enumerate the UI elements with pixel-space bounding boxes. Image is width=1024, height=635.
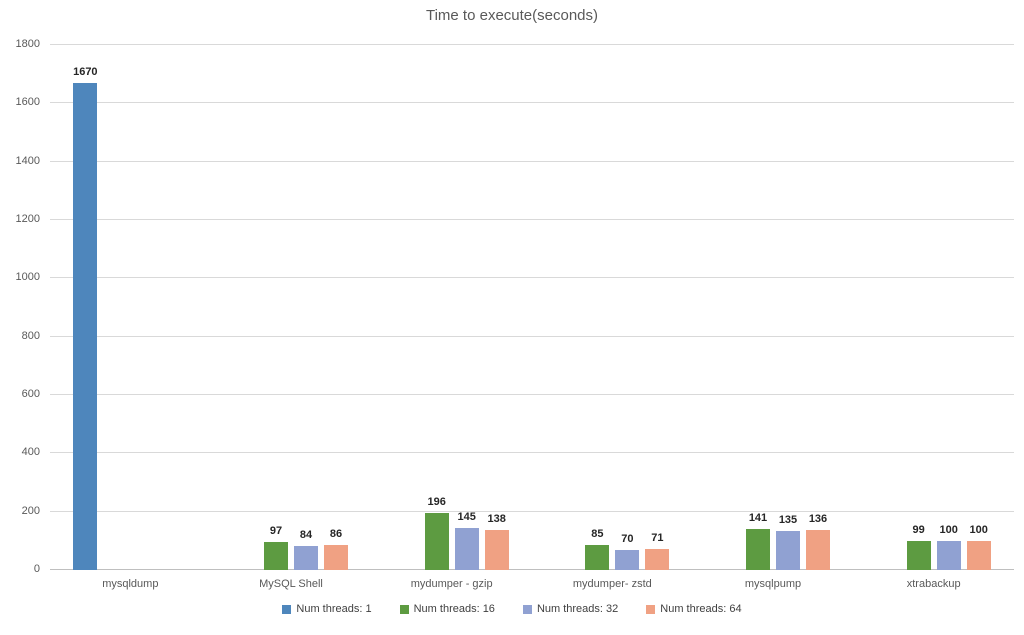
data-label: 97 bbox=[269, 524, 283, 537]
bar bbox=[294, 545, 318, 570]
y-tick-label: 1000 bbox=[15, 271, 40, 284]
data-label: 84 bbox=[299, 528, 313, 541]
bar bbox=[776, 530, 800, 570]
bar bbox=[806, 530, 830, 570]
x-axis-label: MySQL Shell bbox=[259, 578, 323, 590]
data-label: 138 bbox=[487, 512, 506, 525]
data-label: 100 bbox=[969, 523, 988, 536]
data-label: 100 bbox=[939, 523, 958, 536]
gridline bbox=[50, 452, 1014, 454]
bar bbox=[264, 541, 288, 570]
y-tick-label: 600 bbox=[21, 388, 40, 400]
gridline bbox=[50, 219, 1014, 220]
gridline bbox=[50, 394, 1014, 395]
legend-item: Num threads: 16 bbox=[399, 603, 495, 615]
y-tick-label: 200 bbox=[21, 504, 40, 517]
legend-label: Num threads: 16 bbox=[413, 603, 495, 615]
bar bbox=[615, 549, 640, 570]
bar bbox=[645, 549, 670, 570]
legend-label: Num threads: 1 bbox=[296, 603, 372, 615]
bar bbox=[424, 512, 449, 570]
legend-swatch-icon bbox=[282, 604, 292, 614]
x-axis-label: mysqlpump bbox=[744, 578, 802, 590]
gridline bbox=[50, 277, 1014, 279]
bar bbox=[454, 527, 479, 570]
bar bbox=[73, 82, 98, 570]
data-label: 70 bbox=[621, 532, 634, 545]
gridline bbox=[50, 160, 1014, 162]
bar bbox=[936, 540, 961, 570]
x-axis-label: xtrabackup bbox=[906, 578, 961, 590]
chart-title: Time to execute(seconds) bbox=[425, 7, 599, 24]
gridline bbox=[50, 569, 1014, 570]
legend-item: Num threads: 64 bbox=[646, 603, 742, 615]
bar bbox=[906, 541, 931, 570]
y-tick-label: 0 bbox=[33, 563, 40, 575]
y-tick-label: 1200 bbox=[15, 213, 40, 225]
x-axis-label: mydumper - gzip bbox=[410, 578, 493, 590]
legend-swatch-icon bbox=[646, 604, 656, 614]
legend-swatch-icon bbox=[522, 604, 532, 614]
data-label: 86 bbox=[329, 527, 343, 540]
data-label: 135 bbox=[778, 513, 798, 526]
data-label: 85 bbox=[591, 528, 604, 541]
x-axis-label: mysqldump bbox=[102, 578, 159, 590]
legend-item: Num threads: 1 bbox=[282, 603, 372, 615]
bar bbox=[746, 528, 770, 570]
data-label: 99 bbox=[912, 524, 925, 537]
gridline bbox=[50, 510, 1014, 512]
x-axis: mysqldump MySQL Shell mydumper - gzip mydum… bbox=[50, 578, 1014, 594]
y-tick-label: 1600 bbox=[15, 96, 40, 109]
y-tick-label: 400 bbox=[21, 446, 40, 459]
legend-label: Num threads: 64 bbox=[660, 603, 742, 615]
legend-label: Num threads: 32 bbox=[536, 603, 619, 615]
y-tick-label: 1400 bbox=[15, 154, 40, 167]
bar bbox=[324, 544, 348, 570]
gridline bbox=[50, 102, 1014, 104]
gridline bbox=[50, 44, 1014, 45]
gridline bbox=[50, 335, 1014, 337]
data-label: 136 bbox=[808, 513, 828, 526]
data-label: 141 bbox=[748, 511, 768, 524]
data-label: 1670 bbox=[73, 65, 98, 78]
data-label: 196 bbox=[427, 495, 446, 508]
plot-area: 1670 97 84 86 196 145 138 85 70 71 141 135 136 99 100 1… bbox=[50, 44, 1014, 570]
bar bbox=[585, 545, 610, 570]
legend-swatch-icon bbox=[399, 604, 409, 614]
y-tick-label: 800 bbox=[21, 329, 40, 342]
x-axis-label: mydumper- zstd bbox=[572, 578, 652, 590]
data-label: 145 bbox=[457, 510, 476, 523]
y-tick-label: 1800 bbox=[15, 38, 40, 50]
legend-item: Num threads: 32 bbox=[522, 603, 619, 615]
bar bbox=[484, 529, 509, 570]
y-axis: 0 200 400 600 800 1000 1200 1400 1600 1800 bbox=[0, 38, 40, 575]
bar bbox=[966, 540, 991, 570]
data-label: 71 bbox=[651, 532, 664, 545]
legend: Num threads: 1 Num threads: 16 Num threads… bbox=[0, 603, 1024, 615]
